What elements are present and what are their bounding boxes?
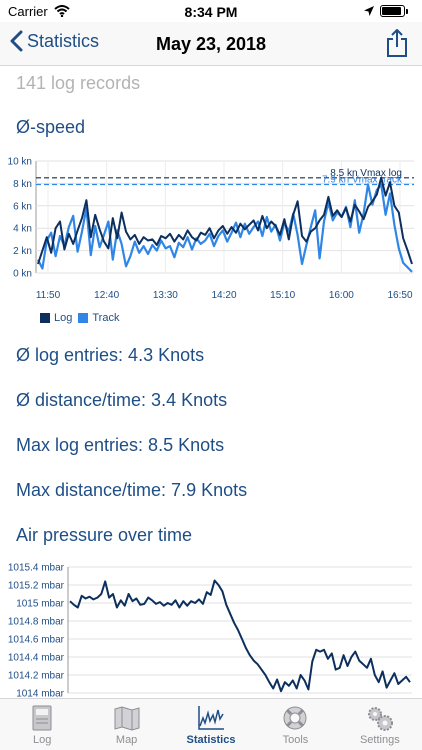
chart-icon [198, 706, 225, 730]
y-tick-label: 1014.2 mbar [8, 671, 65, 682]
speed-section-title: Ø-speed [16, 117, 86, 137]
y-tick-label: 1014.8 mbar [8, 617, 65, 628]
pressure-chart: 1014 mbar 1014.2 mbar 1014.4 mbar 1014.6 mb… [8, 563, 412, 698]
legend-track-swatch [78, 313, 89, 323]
y-tick-label: 1014.4 mbar [8, 653, 65, 664]
avg-distance-time: Ø distance/time: 3.4 Knots [16, 390, 228, 410]
pressure-section-title: Air pressure over time [16, 525, 193, 545]
y-tick-label: 1015.2 mbar [8, 581, 65, 592]
battery-nub [406, 9, 408, 14]
x-tick-label: 16:00 [329, 290, 354, 301]
vmax-reference-label: 7.9 kn Vmax track [322, 175, 403, 186]
clock: 8:34 PM [184, 4, 238, 20]
tab-statistics-label: Statistics [186, 734, 236, 746]
tab-map[interactable]: Map [84, 699, 168, 750]
tab-tools-label: Tools [282, 734, 309, 746]
share-icon[interactable] [386, 28, 408, 58]
logbook-icon [32, 705, 52, 731]
statistics-content[interactable]: 141 log records Ø-speed 0 kn 2 kn 4 kn 6 kn… [0, 67, 422, 697]
legend-track-label: Track [92, 312, 120, 324]
tab-settings[interactable]: Settings [338, 699, 422, 750]
tab-log[interactable]: Log [0, 699, 84, 750]
series-log-line [37, 176, 413, 265]
tab-tools[interactable]: Tools [253, 699, 337, 750]
x-tick-label: 16:50 [387, 290, 412, 301]
x-tick-label: 14:20 [211, 290, 236, 301]
y-tick-label: 0 kn [13, 269, 32, 280]
y-tick-label: 2 kn [13, 246, 32, 257]
chevron-left-icon [10, 30, 23, 52]
speed-chart-legend: Log Track [40, 312, 125, 324]
legend-log-label: Log [54, 312, 73, 324]
vmax-reference-label: 8.5 kn Vmax log [330, 168, 402, 179]
speed-chart: 0 kn 2 kn 4 kn 6 kn 8 kn 10 kn 11:50 12:40 13:30… [8, 157, 414, 301]
max-log-entries: Max log entries: 8.5 Knots [16, 435, 225, 455]
location-arrow-icon [364, 6, 374, 16]
y-tick-label: 8 kn [13, 179, 32, 190]
y-tick-label: 6 kn [13, 201, 32, 212]
avg-log-entries: Ø log entries: 4.3 Knots [16, 345, 205, 365]
navigation-bar: Statistics May 23, 2018 [0, 22, 422, 66]
x-tick-label: 11:50 [36, 290, 61, 301]
carrier-label: Carrier [8, 4, 48, 19]
tab-bar: Log Map Statistics Tools Settings [0, 698, 422, 750]
tab-settings-label: Settings [359, 734, 400, 746]
x-tick-label: 15:10 [270, 290, 295, 301]
battery-icon [380, 5, 405, 17]
series-track-line [37, 183, 413, 273]
wifi-icon [54, 5, 70, 17]
tab-statistics[interactable]: Statistics [169, 699, 253, 750]
y-tick-label: 1015 mbar [16, 599, 64, 610]
tab-map-label: Map [115, 734, 138, 746]
y-tick-label: 1014.6 mbar [8, 635, 65, 646]
tab-log-label: Log [33, 734, 52, 746]
legend-log-swatch [40, 313, 50, 323]
gears-icon [367, 707, 393, 731]
lifebuoy-icon [283, 706, 307, 730]
map-icon [114, 706, 140, 731]
page-title: May 23, 2018 [155, 34, 267, 54]
max-distance-time: Max distance/time: 7.9 Knots [16, 480, 248, 500]
back-button[interactable]: Statistics [10, 30, 99, 52]
pressure-line [69, 579, 411, 693]
y-tick-label: 4 kn [13, 224, 32, 235]
log-records-count: 141 log records [16, 73, 141, 93]
x-tick-label: 13:30 [153, 290, 178, 301]
back-button-label: Statistics [27, 30, 100, 51]
x-tick-label: 12:40 [94, 290, 119, 301]
y-tick-label: 10 kn [8, 157, 32, 168]
status-bar: Carrier 8:34 PM [0, 0, 422, 22]
y-tick-label: 1015.4 mbar [8, 563, 65, 574]
y-tick-label: 1014 mbar [16, 689, 64, 698]
